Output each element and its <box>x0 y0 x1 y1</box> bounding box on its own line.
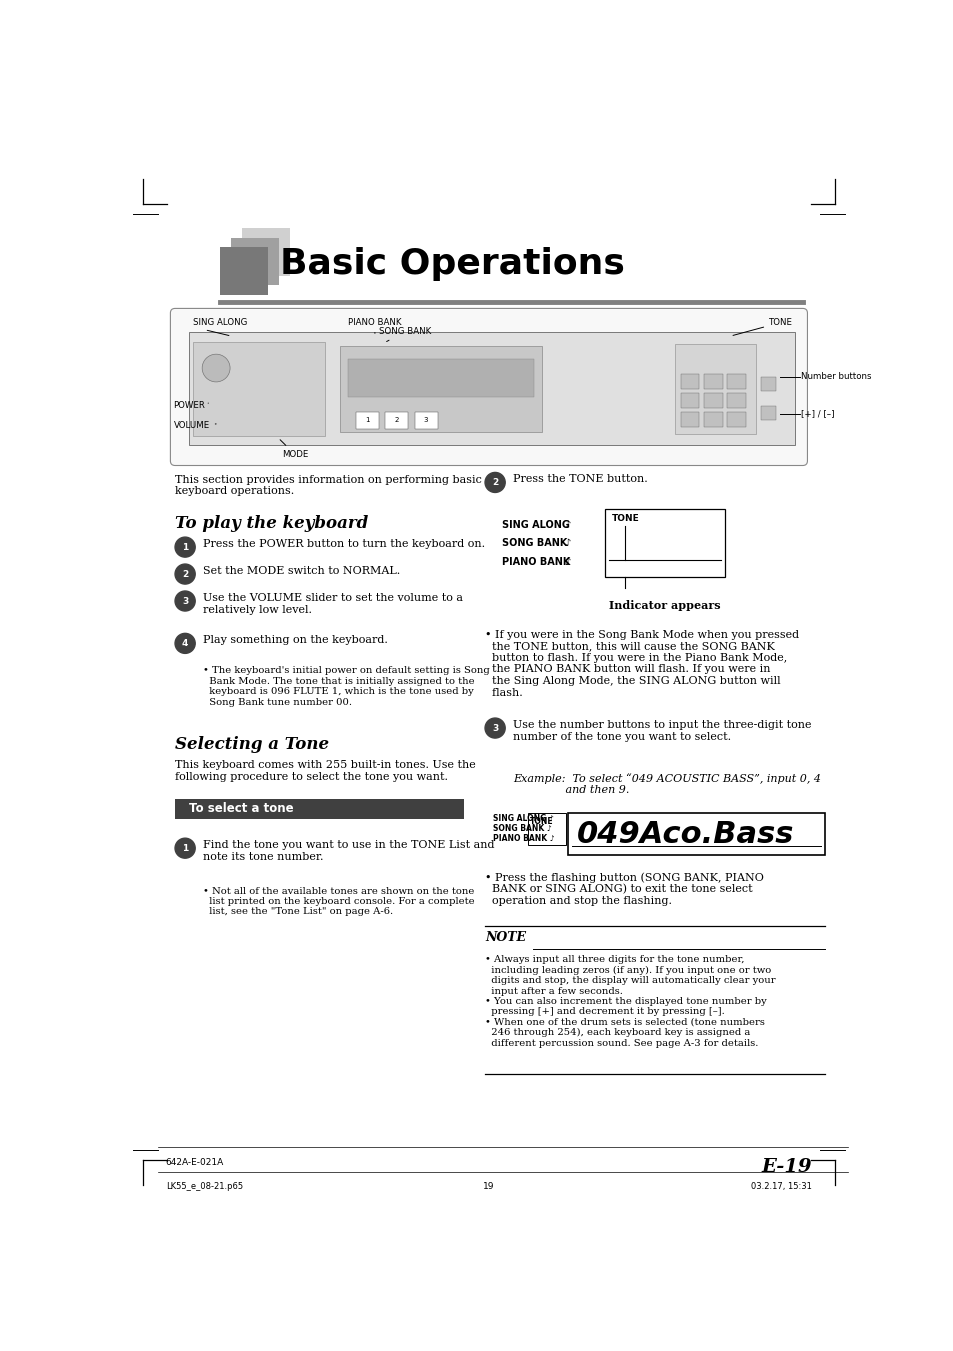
Circle shape <box>484 473 505 493</box>
Circle shape <box>174 590 195 611</box>
Text: • Press the flashing button (SONG BANK, PIANO
  BANK or SING ALONG) to exit the : • Press the flashing button (SONG BANK, … <box>484 871 763 907</box>
Text: 19: 19 <box>482 1182 495 1190</box>
Text: SONG BANK: SONG BANK <box>501 538 567 549</box>
Bar <box>527 813 566 846</box>
Text: To select a tone: To select a tone <box>189 802 294 816</box>
Bar <box>355 412 378 428</box>
Circle shape <box>174 538 195 557</box>
Text: 049Aco.Bass: 049Aco.Bass <box>577 820 794 848</box>
Bar <box>703 412 721 427</box>
Text: Example:  To select “049 ACOUSTIC BASS”, input 0, 4
               and then 9.: Example: To select “049 ACOUSTIC BASS”, … <box>513 773 821 796</box>
Bar <box>340 346 541 431</box>
Text: VOLUME: VOLUME <box>173 422 216 430</box>
Bar <box>674 345 756 434</box>
Text: Find the tone you want to use in the TONE List and
note its tone number.: Find the tone you want to use in the TON… <box>203 840 494 862</box>
Text: 03.2.17, 15:31: 03.2.17, 15:31 <box>750 1182 811 1190</box>
Bar <box>415 412 437 428</box>
Bar <box>189 332 794 446</box>
Text: Selecting a Tone: Selecting a Tone <box>174 736 329 753</box>
Text: 2: 2 <box>492 478 497 486</box>
Text: MODE: MODE <box>280 439 308 459</box>
Text: SING ALONG: SING ALONG <box>193 317 247 335</box>
Circle shape <box>484 719 505 738</box>
Bar <box>726 374 745 389</box>
Text: ♪: ♪ <box>563 557 570 567</box>
Text: • If you were in the Song Bank Mode when you pressed
  the TONE button, this wil: • If you were in the Song Bank Mode when… <box>484 630 799 697</box>
Bar <box>567 813 823 855</box>
Text: • Always input all three digits for the tone number,
  including leading zeros (: • Always input all three digits for the … <box>484 955 775 1048</box>
Bar <box>726 393 745 408</box>
Bar <box>680 374 699 389</box>
Text: ♪: ♪ <box>563 538 570 549</box>
Text: E-19: E-19 <box>760 1158 811 1175</box>
Text: Play something on the keyboard.: Play something on the keyboard. <box>203 635 388 646</box>
Bar <box>604 509 724 577</box>
Text: SONG BANK: SONG BANK <box>378 327 431 342</box>
Text: 3: 3 <box>423 417 428 423</box>
Text: [+] / [–]: [+] / [–] <box>801 409 834 419</box>
Text: Indicator appears: Indicator appears <box>609 600 720 611</box>
Bar <box>231 238 278 285</box>
Text: 3: 3 <box>182 597 188 605</box>
Text: 1: 1 <box>182 543 188 551</box>
Bar <box>385 412 408 428</box>
Text: 4: 4 <box>182 639 188 648</box>
Bar <box>703 374 721 389</box>
Text: SING ALONG ♪: SING ALONG ♪ <box>493 813 553 823</box>
Text: • The keyboard's initial power on default setting is Song
  Bank Mode. The tone : • The keyboard's initial power on defaul… <box>203 666 489 707</box>
Text: This keyboard comes with 255 built-in tones. Use the
following procedure to sele: This keyboard comes with 255 built-in to… <box>174 761 476 782</box>
Text: PIANO BANK ♪: PIANO BANK ♪ <box>493 834 554 843</box>
Bar <box>680 412 699 427</box>
Text: 2: 2 <box>395 417 398 423</box>
FancyBboxPatch shape <box>171 308 806 466</box>
Text: 1: 1 <box>365 417 369 423</box>
Text: POWER: POWER <box>173 401 208 409</box>
Circle shape <box>174 565 195 584</box>
Bar <box>193 342 324 436</box>
Text: Use the number buttons to input the three-digit tone
number of the tone you want: Use the number buttons to input the thre… <box>513 720 811 742</box>
Bar <box>348 359 534 397</box>
Text: ♪: ♪ <box>563 520 570 530</box>
Text: 1: 1 <box>182 843 188 852</box>
Text: To play the keyboard: To play the keyboard <box>174 515 368 532</box>
Text: PIANO BANK: PIANO BANK <box>501 557 570 567</box>
Text: TONE: TONE <box>530 816 553 825</box>
Text: TONE: TONE <box>732 317 792 335</box>
Bar <box>220 247 268 295</box>
Circle shape <box>202 354 230 382</box>
Text: Set the MODE switch to NORMAL.: Set the MODE switch to NORMAL. <box>203 566 399 576</box>
Circle shape <box>174 838 195 858</box>
Bar <box>703 393 721 408</box>
Text: Press the POWER button to turn the keyboard on.: Press the POWER button to turn the keybo… <box>203 539 484 549</box>
Bar <box>174 798 464 819</box>
Text: LK55_e_08-21.p65: LK55_e_08-21.p65 <box>166 1182 243 1190</box>
Text: 642A-E-021A: 642A-E-021A <box>166 1158 224 1167</box>
Text: Press the TONE button.: Press the TONE button. <box>513 474 647 485</box>
Text: 2: 2 <box>182 570 188 578</box>
Text: PIANO BANK: PIANO BANK <box>348 317 401 334</box>
Bar <box>760 377 776 390</box>
Text: 3: 3 <box>492 724 497 732</box>
Bar <box>680 393 699 408</box>
Text: SING ALONG: SING ALONG <box>501 520 569 530</box>
Text: Use the VOLUME slider to set the volume to a
relatively low level.: Use the VOLUME slider to set the volume … <box>203 593 462 615</box>
Text: • Not all of the available tones are shown on the tone
  list printed on the key: • Not all of the available tones are sho… <box>203 886 474 916</box>
Text: This section provides information on performing basic
keyboard operations.: This section provides information on per… <box>174 474 481 496</box>
Text: Basic Operations: Basic Operations <box>280 247 624 281</box>
Bar <box>241 228 290 276</box>
Text: NOTE: NOTE <box>484 931 525 943</box>
Circle shape <box>174 634 195 654</box>
Bar <box>726 412 745 427</box>
Text: SONG BANK ♪: SONG BANK ♪ <box>493 824 551 832</box>
Bar <box>760 407 776 420</box>
Text: Number buttons: Number buttons <box>801 373 871 381</box>
Text: TONE: TONE <box>611 513 639 523</box>
